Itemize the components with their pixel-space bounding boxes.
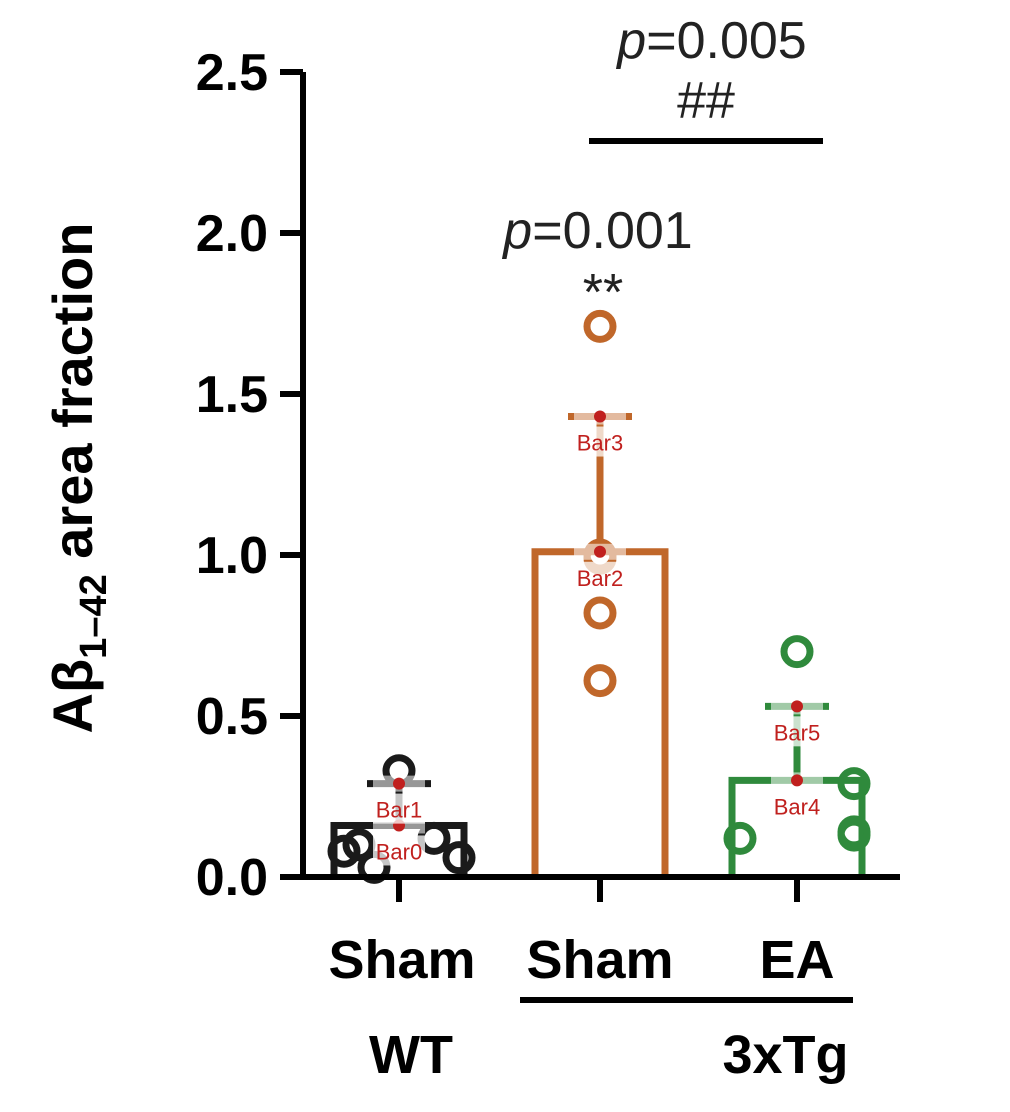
- category-label: Sham: [328, 930, 475, 990]
- y-tick-label: 0.0: [196, 849, 268, 907]
- marker-label: Bar0: [376, 839, 422, 864]
- marker-label-bg: [771, 790, 823, 821]
- p-value-label: p=0.001: [501, 202, 692, 260]
- p-value-text: =0.001: [532, 202, 693, 260]
- marker-label-bg: [373, 835, 425, 866]
- data-point: [837, 818, 871, 852]
- marker-dot: [393, 777, 405, 790]
- y-tick-label: 1.0: [196, 527, 268, 585]
- significance-annotations: p=0.001**p=0.005##: [501, 12, 823, 322]
- category-labels: Sham Sham EA: [328, 930, 834, 990]
- data-point: [780, 635, 814, 669]
- data-point: [583, 309, 617, 343]
- p-value-text: =0.005: [646, 12, 807, 70]
- data-point: [837, 767, 871, 801]
- group-label: WT: [369, 1025, 453, 1085]
- marker-label-bg: [574, 561, 626, 592]
- p-italic: p: [501, 202, 532, 260]
- data-point: [442, 841, 476, 875]
- error-bars: [367, 413, 829, 826]
- group-labels: WT 3xTg: [369, 997, 853, 1085]
- significance-marker: ##: [677, 72, 735, 130]
- marker-label-bg: [771, 716, 823, 747]
- marker-label: Bar3: [577, 431, 623, 456]
- p-value-label: p=0.005: [615, 12, 806, 70]
- y-tick-label: 0.5: [196, 688, 268, 746]
- y-tick-label: 2.5: [196, 44, 268, 102]
- category-label: Sham: [526, 930, 673, 990]
- y-ticks: 0.0 0.5 1.0 1.5 2.0 2.5: [196, 44, 303, 907]
- y-axis-title-main: Aβ: [41, 659, 104, 734]
- data-point: [583, 664, 617, 698]
- marker-label: Bar2: [577, 566, 623, 591]
- p-italic: p: [615, 12, 646, 70]
- overlay-markers: Bar0 Bar1 Bar2 Bar3 Bar4 Bar5: [373, 408, 823, 866]
- marker-dot: [791, 774, 803, 787]
- marker-label: Bar4: [774, 794, 820, 819]
- marker-label: Bar5: [774, 720, 820, 745]
- group-label: 3xTg: [722, 1025, 848, 1085]
- marker-dot: [791, 700, 803, 713]
- x-ticks: [396, 877, 800, 902]
- marker-label-bg: [574, 426, 626, 457]
- y-tick-label: 2.0: [196, 205, 268, 263]
- marker-dot: [594, 545, 606, 558]
- marker-label-bg: [373, 793, 425, 824]
- significance-marker: **: [583, 264, 623, 322]
- marker-label: Bar1: [376, 798, 422, 823]
- marker-dot: [594, 410, 606, 423]
- data-point: [327, 834, 361, 868]
- y-axis-title-rest: area fraction: [41, 223, 104, 575]
- y-tick-label: 1.5: [196, 366, 268, 424]
- category-label: EA: [759, 930, 834, 990]
- data-point: [583, 596, 617, 630]
- y-axis-title: Aβ1–42 area fraction: [41, 223, 115, 734]
- y-axis-title-subscript: 1–42: [73, 574, 115, 659]
- data-point: [723, 821, 757, 855]
